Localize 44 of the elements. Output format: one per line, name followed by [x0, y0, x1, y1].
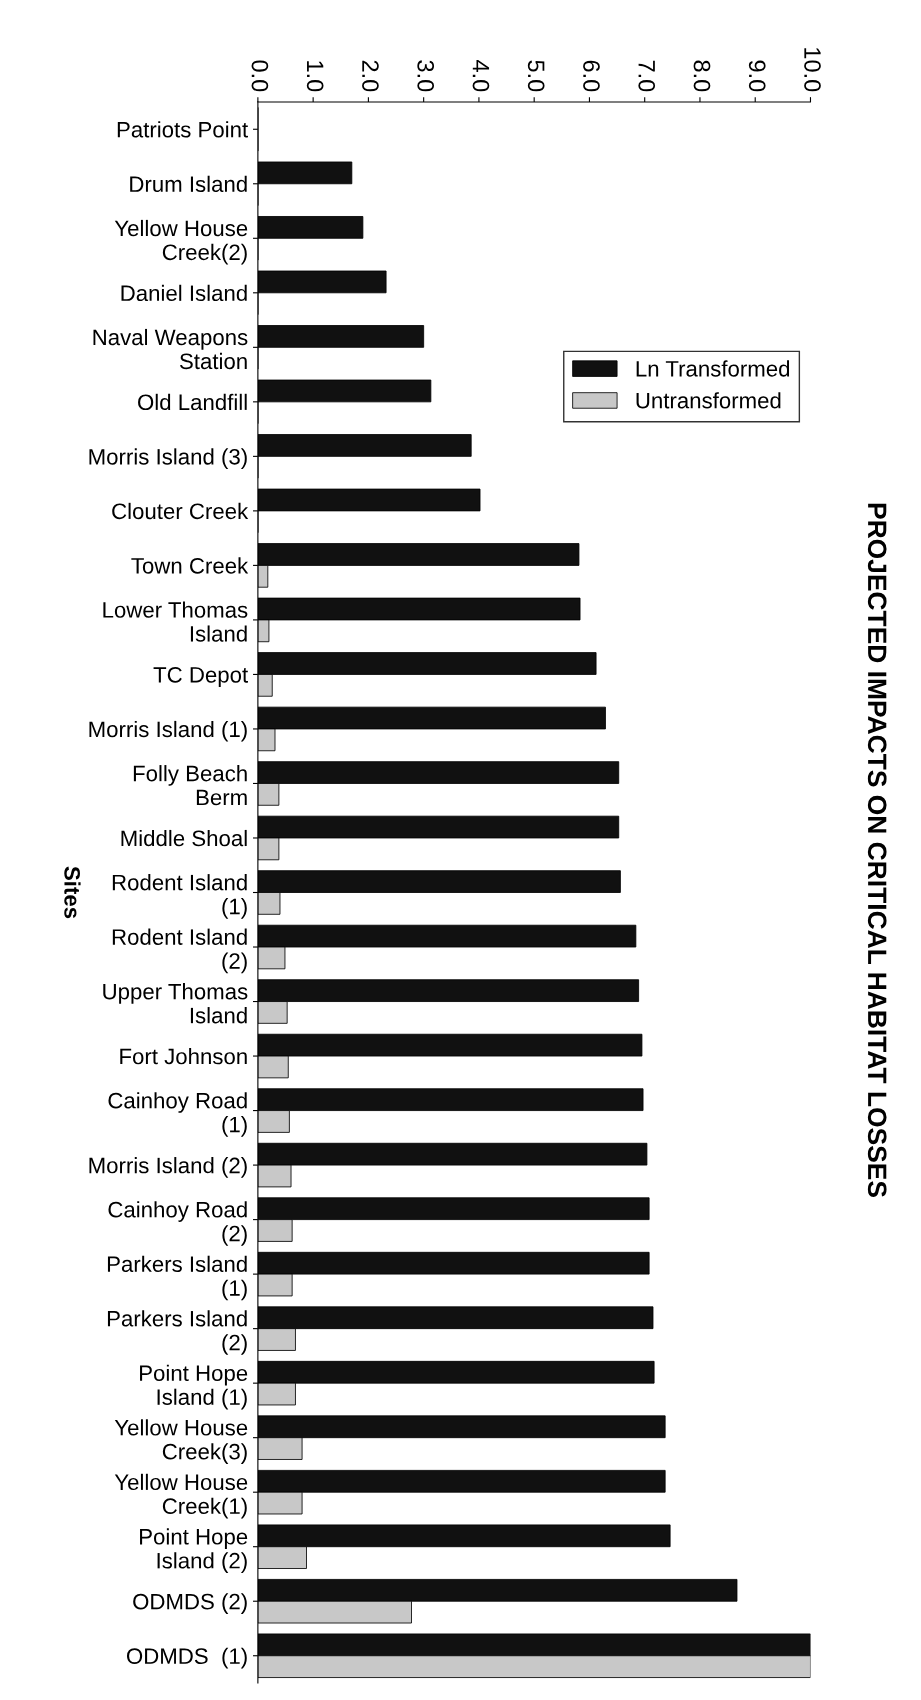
x-tick-label: 6.0 — [583, 60, 600, 92]
x-tick-label: 3.0 — [417, 60, 435, 92]
y-tick-label: Daniel Island — [121, 284, 247, 302]
y-tick-label: Rodent Island (1) — [112, 874, 247, 919]
x-tick-label: 10.0 — [804, 48, 821, 92]
y-tick-label: Yellow House Creek(1) — [114, 1473, 248, 1519]
legend-label: Ln Transformed — [636, 360, 790, 377]
x-tick-label: 9.0 — [748, 60, 766, 92]
y-tick-label: Clouter Creek — [112, 502, 249, 520]
y-tick-label: Upper Thomas Island — [103, 983, 248, 1024]
y-tick-label: Lower Thomas Island — [103, 601, 248, 642]
y-tick-label: Patriots Point — [117, 121, 248, 138]
y-tick-label: Yellow House Creek(3) — [114, 1419, 248, 1464]
x-tick-label: 4.0 — [472, 60, 490, 92]
y-tick-label: Morris Island (1) — [89, 720, 247, 742]
x-tick-label: 0.0 — [251, 60, 269, 92]
y-tick-label: Morris Island (3) — [89, 448, 247, 470]
y-axis-title: Sites — [64, 866, 81, 919]
y-tick-label: Folly Beach Berm — [133, 765, 247, 806]
y-tick-label: Parkers Island (1) — [107, 1255, 247, 1301]
text: PROJECTED IMPACTS ON CRITICAL HABITAT LOSSES — [867, 503, 887, 1197]
legend-label: Untransformed — [636, 392, 781, 409]
y-tick-label: Parkers Island (2) — [107, 1310, 247, 1355]
y-tick-label: Naval Weapons Station — [93, 328, 248, 370]
y-tick-label: Cainhoy Road (1) — [108, 1092, 247, 1137]
y-tick-label: Cainhoy Road (2) — [108, 1201, 247, 1246]
x-tick-label: 5.0 — [527, 60, 545, 92]
x-tick-label: 7.0 — [638, 60, 656, 92]
y-tick-label: Old Landfill — [138, 393, 247, 411]
y-tick-label: Fort Johnson — [120, 1048, 247, 1065]
y-tick-label: Drum Island — [130, 175, 247, 193]
y-tick-label: TC Depot — [153, 666, 248, 688]
y-tick-label: ODMDS (2) — [133, 1593, 247, 1614]
x-tick-label: 2.0 — [362, 60, 379, 92]
x-tick-label: 8.0 — [693, 60, 711, 92]
x-tick-label: 1.0 — [306, 61, 324, 92]
y-tick-label: ODMDS (1) — [126, 1647, 247, 1669]
y-tick-label: Rodent Island (2) — [112, 928, 247, 974]
y-tick-label: Town Creek — [131, 557, 249, 574]
y-tick-label: Point Hope Island (2) — [140, 1528, 248, 1573]
y-tick-label: Middle Shoal — [121, 829, 247, 847]
y-tick-label: Yellow House Creek(2) — [114, 219, 248, 265]
y-tick-label: Point Hope Island (1) — [140, 1364, 248, 1410]
y-tick-label: Morris Island (2) — [89, 1157, 247, 1178]
